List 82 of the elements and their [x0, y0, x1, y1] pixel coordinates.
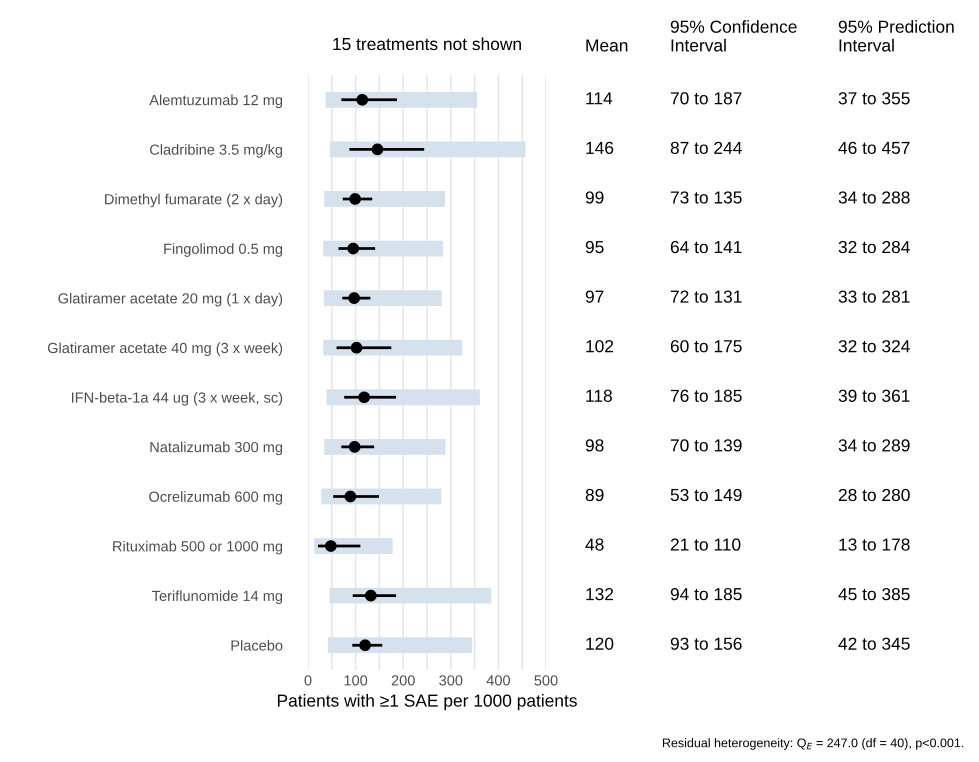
- bar: [326, 389, 480, 406]
- y-tick-label: Teriflunomide 14 mg: [152, 590, 282, 604]
- text: 102: [586, 340, 614, 352]
- x-tick-label: 200: [392, 675, 415, 686]
- y-tick-label: IFN-beta-1a 44 ug (3 x week, sc): [72, 392, 282, 406]
- y-tick-label: Cladribine 3.5 mg/kg: [150, 144, 282, 158]
- text: 72 to 131: [670, 290, 742, 303]
- x-tick-label: 400: [486, 675, 510, 686]
- text: 94 to 185: [670, 588, 742, 600]
- text: 99: [586, 191, 604, 204]
- point: [358, 391, 370, 404]
- point: [350, 342, 362, 354]
- text: Residual heterogeneity: Q$_{E}$ = 247.0 (df = 40), p<0.001.: [662, 738, 964, 750]
- y-tick-label: Rituximab 500 or 1000 mg: [113, 540, 282, 554]
- text: 73 to 135: [670, 191, 742, 204]
- text: 114: [586, 92, 612, 104]
- text: 95% Prediction Interval: [838, 20, 954, 52]
- x-tick-label: 0: [304, 675, 312, 686]
- text: 45 to 385: [838, 588, 910, 600]
- text: 76 to 185: [670, 390, 742, 402]
- bar: [323, 240, 444, 256]
- y-tick-label: Glatiramer acetate 20 mg (1 x day): [58, 292, 282, 306]
- text: 48: [585, 538, 604, 551]
- text: 95% Confidence Interval: [670, 20, 797, 52]
- x-tick-label: 100: [344, 675, 368, 686]
- text: 120: [586, 638, 614, 650]
- point: [364, 590, 377, 602]
- text: 93 to 156: [670, 638, 742, 650]
- text: 32 to 324: [838, 340, 910, 352]
- point: [349, 193, 361, 205]
- text: 70 to 139: [670, 439, 742, 452]
- point: [347, 242, 360, 254]
- text: 146: [586, 142, 614, 154]
- y-tick-label: Ocrelizumab 600 mg: [149, 491, 282, 505]
- text: 37 to 355: [838, 92, 910, 104]
- text: 64 to 141: [670, 240, 742, 254]
- x-tick-label: 500: [534, 675, 558, 686]
- bar: [329, 588, 492, 604]
- point: [348, 441, 360, 453]
- text: 98: [586, 439, 604, 452]
- text: 33 to 281: [838, 290, 910, 303]
- text: 21 to 110: [670, 538, 740, 551]
- bar: [324, 290, 442, 306]
- bar: [324, 191, 446, 207]
- y-tick-label: Fingolimod 0.5 mg: [164, 243, 282, 257]
- y-tick-label: Placebo: [232, 640, 282, 651]
- text: 28 to 280: [838, 488, 910, 502]
- point: [348, 292, 360, 304]
- point: [372, 144, 384, 156]
- text: 42 to 345: [838, 638, 910, 650]
- point: [344, 490, 356, 502]
- bar: [328, 637, 472, 654]
- text: 89: [586, 488, 604, 502]
- text: 132: [586, 588, 614, 600]
- text: 32 to 284: [838, 240, 910, 254]
- text: 34 to 288: [838, 191, 910, 204]
- text: 39 to 361: [838, 390, 910, 402]
- bar: [324, 438, 446, 455]
- text: 97: [586, 290, 604, 303]
- text: 34 to 289: [838, 439, 910, 452]
- text: 46 to 457: [838, 142, 910, 154]
- x-axis-title: Patients with ≥1 SAE per 1000 patients: [278, 694, 577, 710]
- point: [356, 94, 368, 106]
- bar: [330, 141, 526, 158]
- text: 118: [586, 390, 612, 402]
- bar: [326, 92, 477, 108]
- y-tick-label: Natalizumab 300 mg: [150, 442, 282, 456]
- x-tick-label: 300: [439, 675, 462, 686]
- y-tick-label: Dimethyl fumarate (2 x day): [105, 194, 282, 208]
- chart-title: 15 treatments not shown: [333, 37, 521, 50]
- text: Mean: [586, 39, 628, 52]
- text: 95: [586, 240, 604, 254]
- text: 53 to 149: [670, 488, 742, 502]
- text: 87 to 244: [670, 142, 742, 154]
- point: [359, 639, 371, 652]
- y-tick-label: Glatiramer acetate 40 mg (3 x week): [48, 342, 282, 356]
- text: 13 to 178: [839, 538, 910, 551]
- bar: [323, 340, 462, 356]
- text: 60 to 175: [670, 340, 742, 352]
- point: [325, 540, 337, 552]
- y-tick-label: Alemtuzumab 12 mg: [149, 94, 282, 108]
- text: 70 to 187: [670, 92, 742, 104]
